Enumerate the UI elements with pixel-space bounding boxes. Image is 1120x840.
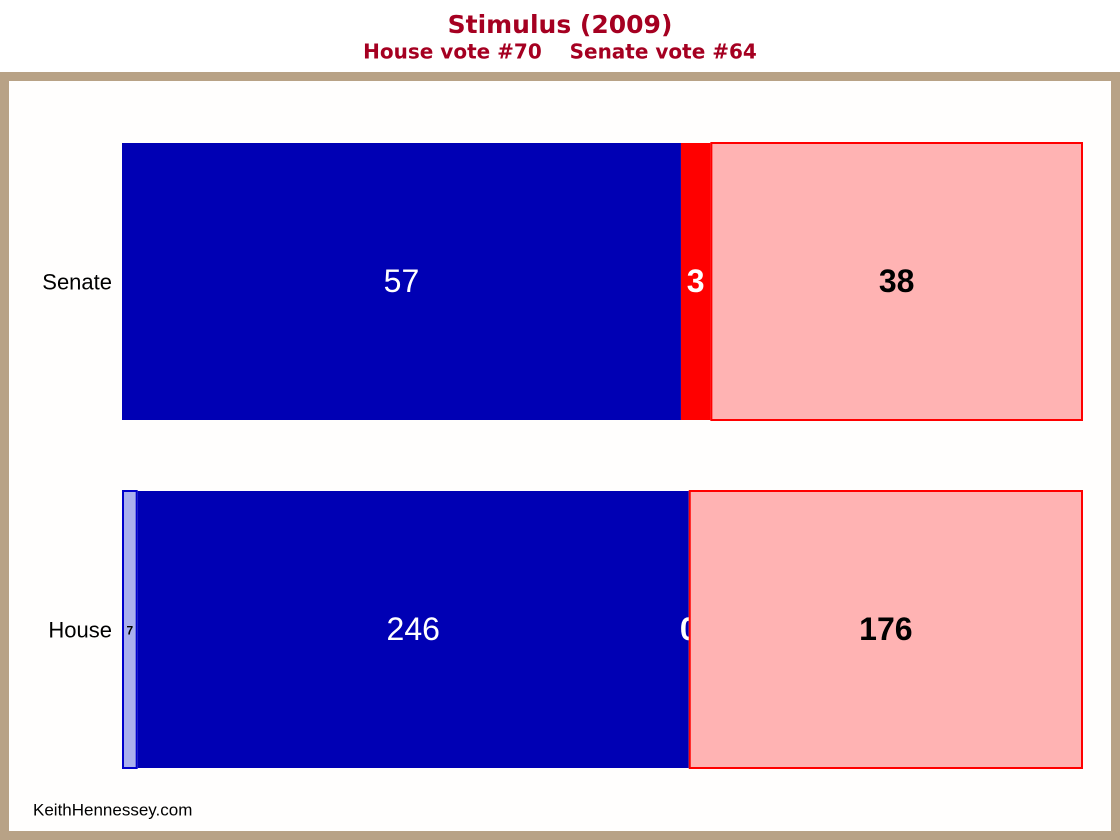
data-label: 38 xyxy=(879,263,915,299)
data-label: 176 xyxy=(859,611,912,647)
data-label: 3 xyxy=(687,263,705,299)
bar-segment xyxy=(122,143,681,420)
data-label: 246 xyxy=(387,611,440,647)
chart-title: Stimulus (2009) xyxy=(448,10,673,39)
y-tick-label: House xyxy=(48,617,112,642)
chart-subtitle: House vote #70 Senate vote #64 xyxy=(363,40,757,64)
data-label: 57 xyxy=(384,263,420,299)
bar-segment xyxy=(122,490,138,769)
y-tick-label: Senate xyxy=(42,269,112,294)
bar-segment xyxy=(137,491,689,768)
bar-segment xyxy=(680,143,711,420)
bar-segment xyxy=(688,490,1083,769)
source-note: KeithHennessey.com xyxy=(33,800,192,819)
data-label: 7 xyxy=(126,624,133,638)
bar-segment xyxy=(710,142,1084,421)
